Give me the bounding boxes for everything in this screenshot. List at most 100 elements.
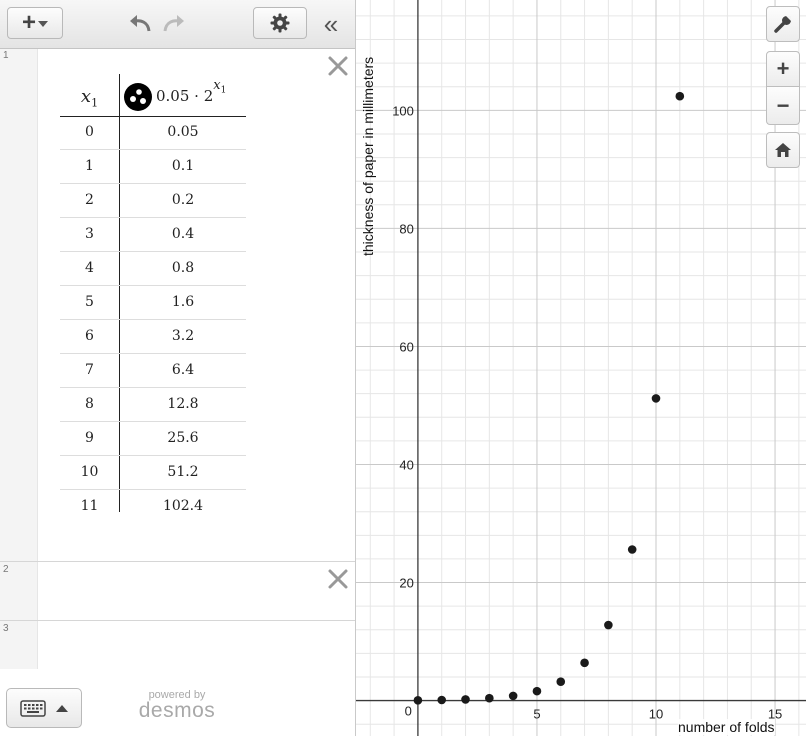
keyboard-toggle-button[interactable]: [6, 688, 82, 728]
x-tick-label: 15: [768, 707, 782, 722]
data-point[interactable]: [556, 677, 566, 687]
zoom-out-icon: −: [776, 92, 790, 118]
data-point[interactable]: [413, 695, 423, 705]
powered-by-text: powered by: [148, 689, 206, 701]
table-cell-x[interactable]: 1: [85, 158, 94, 174]
table-body: 0 0.05 1 0.1 2 0.2 3 0.4 4 0.8 5 1.6 6 3.2 7 6.4 8 12.8 9 2…: [60, 116, 246, 523]
table-row: 10 51.2: [60, 456, 246, 490]
table-cell-x[interactable]: 5: [85, 294, 94, 310]
minor-gridlines: [356, 0, 806, 736]
data-point[interactable]: [508, 691, 518, 701]
expression-input[interactable]: [38, 621, 355, 669]
redo-button[interactable]: [160, 11, 188, 37]
desmos-brand-text: desmos: [138, 699, 216, 722]
table-cell-x[interactable]: 2: [85, 192, 94, 208]
axes: [356, 0, 806, 736]
undo-button[interactable]: [126, 11, 154, 37]
data-point[interactable]: [461, 695, 470, 704]
data-point[interactable]: [627, 545, 637, 554]
table-cell-y: 0.2: [171, 192, 195, 208]
y-tick-label: 100: [392, 103, 414, 118]
table-row: 1 0.1: [60, 150, 246, 184]
data-point[interactable]: [675, 91, 685, 101]
table-row: 2 0.2: [60, 184, 246, 218]
x-tick-label: 5: [533, 707, 540, 722]
undo-icon: [130, 15, 151, 32]
table-cell-x[interactable]: 3: [85, 226, 94, 242]
table-cell-y: 6.4: [171, 362, 195, 378]
expression-input[interactable]: [38, 562, 355, 620]
table-cell-y: 51.2: [167, 464, 199, 480]
expression-gutter[interactable]: [0, 49, 38, 561]
table-cell-x[interactable]: 0: [85, 124, 94, 140]
delete-expression-icon[interactable]: [327, 568, 349, 590]
chevron-down-icon: [38, 21, 48, 27]
table-cell-y: 1.6: [171, 294, 195, 310]
expression-divider: [0, 620, 355, 621]
table-row: 5 1.6: [60, 286, 246, 320]
table-cell-x[interactable]: 6: [85, 328, 94, 344]
table-cell-y: 0.05: [167, 124, 199, 140]
column-header-y[interactable]: 0.05 · 2x1: [156, 78, 227, 105]
graph-paper[interactable]: 5 10 15 20 40 60 80 100 0: [356, 0, 806, 736]
zoom-out-button[interactable]: −: [766, 87, 800, 125]
table-row: 7 6.4: [60, 354, 246, 388]
expression-toolbar: +: [0, 0, 355, 49]
table-cell-y: 12.8: [167, 396, 199, 412]
table-cell-y: 0.8: [171, 260, 195, 276]
major-gridlines: [356, 0, 806, 736]
data-point[interactable]: [580, 658, 589, 668]
caret-up-icon: [56, 704, 68, 712]
table-row: 9 25.6: [60, 422, 246, 456]
table-header: x1 0.05 · 2x1: [60, 74, 246, 117]
column-header-x[interactable]: x1: [80, 86, 99, 110]
y-axis-label: thickness of paper in millimeters: [360, 56, 376, 256]
table-cell-x[interactable]: 9: [85, 430, 94, 446]
data-point[interactable]: [437, 695, 447, 705]
table-row: 3 0.4: [60, 218, 246, 252]
expression-gutter[interactable]: [0, 621, 38, 669]
default-viewport-button[interactable]: [766, 132, 800, 168]
y-tick-label: 20: [399, 576, 413, 591]
table-row: 4 0.8: [60, 252, 246, 286]
data-point[interactable]: [604, 620, 613, 630]
data-point[interactable]: [485, 693, 494, 703]
data-point[interactable]: [651, 394, 661, 403]
expression-divider: [0, 561, 355, 562]
table-cell-x[interactable]: 11: [80, 498, 99, 514]
redo-icon: [163, 15, 184, 32]
expression-gutter[interactable]: [0, 562, 38, 620]
table-row: 0 0.05: [60, 116, 246, 150]
table-cell-x[interactable]: 4: [85, 260, 94, 276]
keyboard-icon: [20, 699, 46, 717]
table-cell-y: 3.2: [171, 328, 195, 344]
table-cell-y: 0.1: [171, 158, 195, 174]
graph-canvas[interactable]: 5 10 15 20 40 60 80 100 0: [356, 0, 806, 736]
y-tick-label: 40: [399, 458, 413, 473]
expression-panel: +: [0, 0, 356, 736]
x-axis-label: number of folds: [678, 719, 775, 735]
table-cell-x[interactable]: 8: [85, 396, 94, 412]
graph-settings-button[interactable]: [253, 7, 307, 39]
delete-expression-icon[interactable]: [327, 55, 349, 77]
data-points: [413, 91, 685, 705]
table-divider: [119, 74, 120, 512]
table-row: 8 12.8: [60, 388, 246, 422]
double-chevron-left-icon: «: [323, 9, 339, 39]
collapse-panel-button[interactable]: «: [318, 11, 344, 37]
table-cell-y: 25.6: [167, 430, 199, 446]
graph-settings-wrench-button[interactable]: [766, 6, 800, 42]
table-cell-y: 0.4: [171, 226, 195, 242]
add-expression-button[interactable]: +: [7, 7, 63, 39]
points-style-icon[interactable]: [123, 82, 153, 112]
data-point[interactable]: [532, 686, 542, 696]
plus-icon: +: [21, 9, 36, 36]
table-cell-x[interactable]: 10: [80, 464, 99, 480]
x-tick-label: 10: [649, 707, 663, 722]
desmos-logo[interactable]: powered by desmos: [118, 689, 236, 723]
origin-label: 0: [405, 704, 412, 719]
table-cell-y: 102.4: [162, 498, 204, 514]
zoom-in-button[interactable]: +: [766, 51, 800, 87]
expression-number: 2: [3, 564, 9, 575]
table-cell-x[interactable]: 7: [85, 362, 94, 378]
